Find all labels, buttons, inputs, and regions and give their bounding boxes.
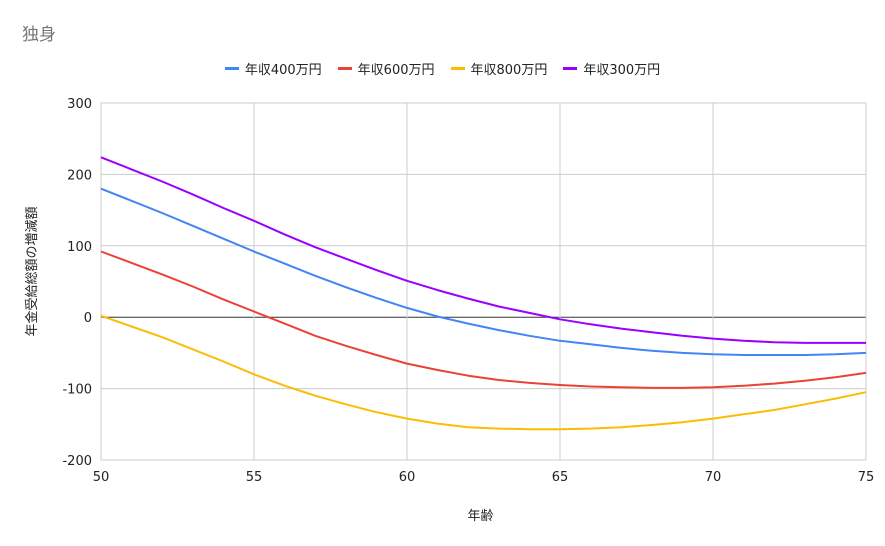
legend-item: 年収600万円 [337,59,435,78]
y-tick-label: 300 [67,97,92,112]
y-tick-label: 100 [67,240,92,255]
legend-swatch [337,67,352,70]
x-axis-title: 年齢 [467,509,493,524]
legend-swatch [450,67,465,70]
series-line-1 [100,250,867,389]
legend-swatch [563,67,578,70]
legend-item: 年収400万円 [224,59,322,78]
legend-swatch [224,67,239,70]
x-tick-label: 65 [552,470,569,485]
legend-label: 年収400万円 [244,63,322,78]
y-axis-title: 年金受給総額の増減額 [24,206,40,336]
legend-label: 年収300万円 [583,63,661,78]
y-tick-label: -200 [62,454,92,469]
x-tick-label: 70 [705,470,722,485]
y-tick-label: -100 [62,383,92,398]
y-tick-label: 200 [67,168,92,183]
legend-label: 年収600万円 [357,63,435,78]
y-tick-label: 0 [84,311,92,326]
series-line-2 [100,314,867,431]
x-tick-label: 50 [93,470,110,485]
legend-item: 年収800万円 [450,59,548,78]
x-tick-label: 60 [399,470,416,485]
legend-item: 年収300万円 [563,59,660,78]
series-line-0 [100,187,867,356]
x-tick-label: 75 [858,470,875,485]
x-tick-label: 55 [246,470,263,485]
legend: 年収400万円 年収600万円 年収800万円 年収300万円 [0,59,885,78]
chart-title: 独身 [22,25,56,45]
legend-label: 年収800万円 [470,63,548,78]
series-line-3 [100,156,866,344]
